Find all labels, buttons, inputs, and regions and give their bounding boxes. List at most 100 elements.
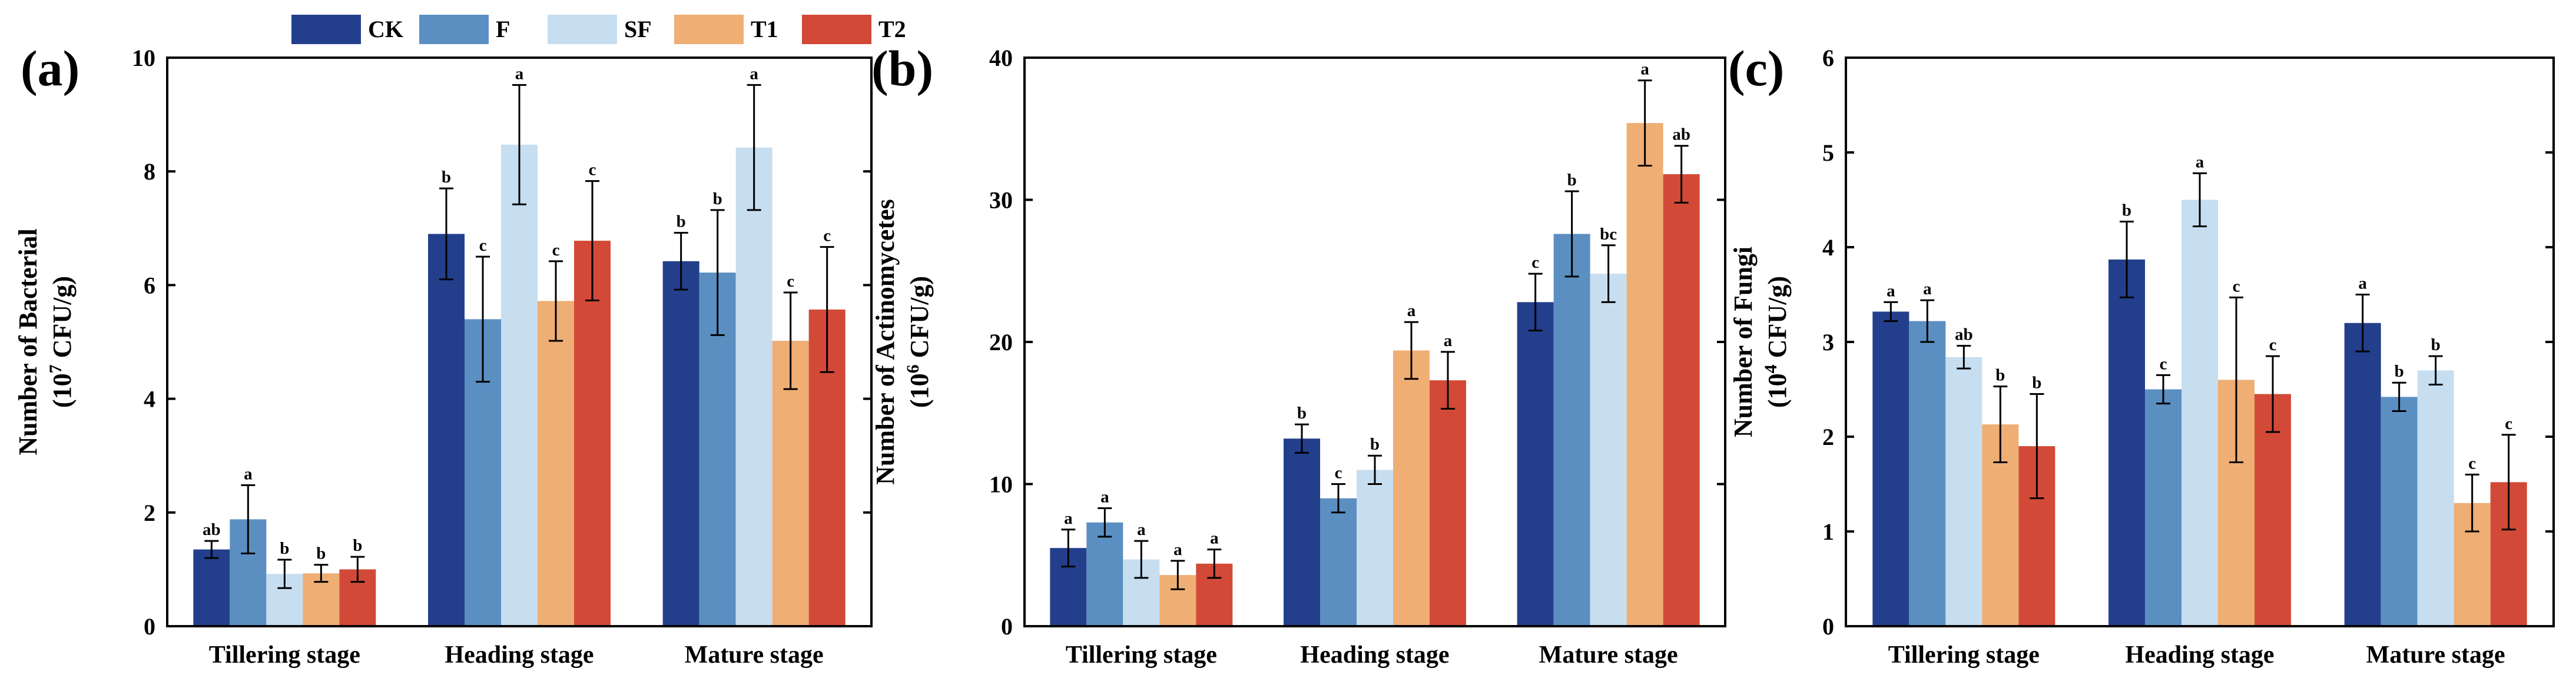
- significance-letter: c: [1335, 464, 1342, 483]
- significance-letter: c: [589, 161, 596, 180]
- legend-swatch-t2: [802, 15, 871, 44]
- legend-item-ck: CK: [291, 15, 403, 44]
- significance-letter: b: [2032, 374, 2041, 393]
- x-category-label: Heading stage: [2125, 642, 2274, 669]
- legend-swatch-f: [419, 15, 489, 44]
- bar-t1: [1626, 123, 1663, 627]
- significance-letter: a: [244, 464, 253, 483]
- y-tick-label: 3: [1822, 329, 1834, 355]
- significance-letter: b: [1567, 171, 1577, 190]
- significance-letter: a: [1640, 60, 1649, 79]
- significance-letter: a: [1444, 331, 1453, 350]
- bar-ck: [2344, 323, 2381, 626]
- significance-letter: a: [1064, 509, 1073, 528]
- significance-letter: b: [316, 544, 326, 563]
- significance-letter: b: [2395, 362, 2404, 381]
- bar-sf: [1945, 357, 1982, 626]
- y-tick-label: 0: [144, 613, 155, 640]
- y-axis-unit-post: CFU/g): [905, 276, 934, 364]
- significance-letter: ab: [203, 520, 221, 539]
- y-axis-unit-exponent: 7: [46, 364, 65, 373]
- y-axis-unit: (104 CFU/g): [1761, 276, 1792, 408]
- significance-letter: b: [442, 168, 451, 187]
- y-tick-label: 20: [989, 329, 1013, 355]
- y-axis-unit-pre: (10: [1763, 373, 1792, 408]
- bar-sf: [501, 144, 538, 627]
- y-axis-label: Number of Actinomycetes: [871, 199, 900, 485]
- bar-sf: [2417, 370, 2454, 626]
- y-tick-label: 5: [1822, 139, 1834, 166]
- legend-swatch-ck: [291, 15, 361, 44]
- y-axis-unit-post: CFU/g): [48, 276, 77, 364]
- y-tick-label: 8: [144, 158, 155, 185]
- significance-letter: c: [552, 241, 560, 260]
- significance-letter: a: [750, 64, 758, 83]
- significance-letter: c: [2233, 277, 2240, 295]
- y-tick-label: 2: [1822, 424, 1834, 450]
- x-category-label: Mature stage: [1539, 642, 1678, 669]
- significance-letter: b: [2122, 201, 2131, 220]
- x-category-label: Mature stage: [685, 642, 824, 669]
- y-axis-unit-pre: (10: [48, 373, 77, 408]
- bar-ck: [1284, 438, 1320, 626]
- legend: CK F SF T1 T2: [291, 15, 906, 44]
- significance-letter: a: [1887, 281, 1895, 300]
- x-category-label: Heading stage: [1300, 642, 1449, 669]
- significance-letter: c: [787, 272, 794, 291]
- bar-ck: [1517, 302, 1554, 626]
- y-tick-label: 30: [989, 187, 1013, 214]
- x-category-label: Tillering stage: [1888, 642, 2040, 669]
- y-axis-unit: (107 CFU/g): [46, 276, 77, 408]
- bar-f: [2381, 397, 2418, 626]
- bar-t2: [574, 241, 611, 626]
- significance-letter: a: [1210, 529, 1219, 548]
- y-tick-label: 1: [1822, 519, 1834, 545]
- significance-letter: b: [713, 190, 722, 208]
- significance-letter: a: [1173, 540, 1182, 559]
- panel-label: (b): [871, 40, 933, 97]
- x-category-label: Heading stage: [445, 642, 594, 669]
- significance-letter: a: [2358, 274, 2367, 293]
- significance-letter: c: [2269, 335, 2277, 354]
- bar-f: [1320, 498, 1357, 626]
- y-tick-label: 6: [1822, 45, 1834, 71]
- bar-f: [1909, 321, 1946, 626]
- bar-ck: [428, 234, 465, 627]
- plot-frame: [1845, 56, 2555, 627]
- significance-letter: a: [1100, 488, 1109, 507]
- y-axis-unit-exponent: 4: [1761, 364, 1781, 373]
- legend-label-f: F: [496, 16, 510, 42]
- significance-letter: a: [1407, 301, 1416, 320]
- significance-letter: c: [479, 236, 487, 255]
- significance-letter: ab: [1672, 125, 1690, 144]
- significance-letter: b: [1370, 435, 1380, 454]
- plot-frame: [166, 56, 873, 627]
- y-axis-unit-exponent: 6: [903, 364, 923, 373]
- bar-t1: [538, 301, 574, 626]
- legend-label-sf: SF: [624, 16, 652, 42]
- y-tick-label: 2: [144, 500, 155, 526]
- y-axis-label: Number of Fungi: [1729, 247, 1758, 437]
- significance-letter: ab: [1955, 325, 1973, 344]
- bar-sf: [1357, 470, 1393, 626]
- x-category-label: Tillering stage: [1066, 642, 1217, 669]
- y-tick-label: 6: [144, 272, 155, 298]
- legend-item-t1: T1: [674, 15, 778, 44]
- y-tick-label: 0: [1822, 613, 1834, 640]
- bar-ck: [193, 549, 230, 626]
- y-axis-unit-pre: (10: [905, 373, 934, 408]
- legend-item-f: F: [419, 15, 510, 44]
- bar-t2: [1663, 174, 1700, 626]
- y-tick-label: 0: [1001, 613, 1013, 640]
- y-axis-label: Number of Bacterial: [14, 228, 42, 455]
- significance-letter: c: [1531, 253, 1539, 272]
- significance-letter: c: [2468, 454, 2476, 473]
- significance-letter: a: [1923, 280, 1932, 298]
- significance-letter: a: [1137, 520, 1146, 539]
- bar-sf: [1590, 274, 1627, 627]
- bar-ck: [1872, 311, 1909, 626]
- bar-f: [1086, 522, 1123, 626]
- significance-letter: a: [515, 64, 524, 83]
- bar-t2: [1430, 380, 1466, 626]
